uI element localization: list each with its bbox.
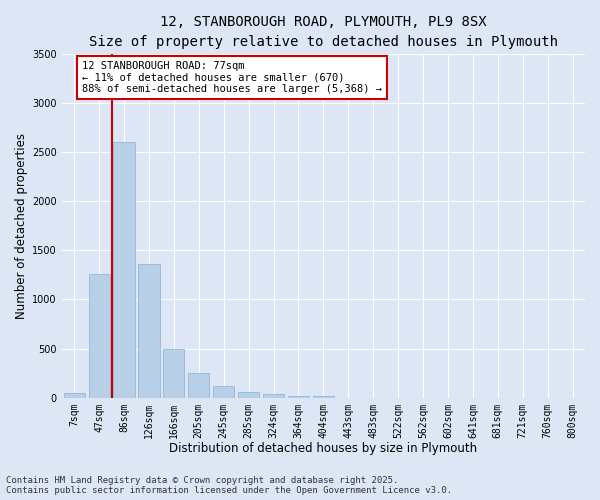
Bar xyxy=(113,142,134,398)
Text: Contains HM Land Registry data © Crown copyright and database right 2025.
Contai: Contains HM Land Registry data © Crown c… xyxy=(6,476,452,495)
Y-axis label: Number of detached properties: Number of detached properties xyxy=(15,133,28,319)
Title: 12, STANBOROUGH ROAD, PLYMOUTH, PL9 8SX
Size of property relative to detached ho: 12, STANBOROUGH ROAD, PLYMOUTH, PL9 8SX … xyxy=(89,15,558,48)
Bar xyxy=(288,396,309,398)
Bar xyxy=(89,274,110,398)
Bar xyxy=(313,396,334,398)
Bar xyxy=(213,386,235,398)
Bar xyxy=(163,348,184,398)
Bar xyxy=(188,373,209,398)
Bar xyxy=(263,394,284,398)
Bar xyxy=(64,393,85,398)
Bar xyxy=(139,264,160,398)
Bar xyxy=(238,392,259,398)
Text: 12 STANBOROUGH ROAD: 77sqm
← 11% of detached houses are smaller (670)
88% of sem: 12 STANBOROUGH ROAD: 77sqm ← 11% of deta… xyxy=(82,60,382,94)
X-axis label: Distribution of detached houses by size in Plymouth: Distribution of detached houses by size … xyxy=(169,442,478,455)
